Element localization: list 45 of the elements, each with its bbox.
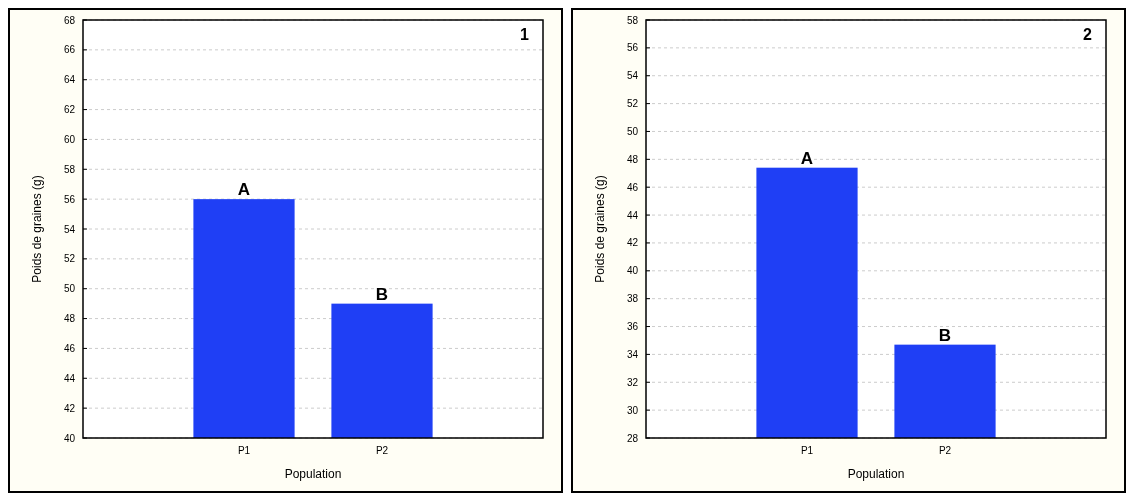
y-tick-label: 34 xyxy=(626,348,639,360)
y-tick-label: 52 xyxy=(63,253,76,265)
y-tick-label: 38 xyxy=(626,293,639,305)
y-tick-label: 32 xyxy=(626,376,639,388)
y-tick-label: 40 xyxy=(63,432,76,444)
y-tick-label: 64 xyxy=(63,74,76,86)
y-tick-label: 48 xyxy=(626,153,639,165)
y-tick-label: 50 xyxy=(63,283,76,295)
x-tick-label: P1 xyxy=(237,445,251,456)
y-tick-label: 40 xyxy=(626,265,639,277)
y-tick-label: 42 xyxy=(63,402,76,414)
y-tick-label: 54 xyxy=(63,223,76,235)
x-tick-label: P2 xyxy=(375,445,389,456)
y-axis-title: Poids de graines (g) xyxy=(593,175,607,283)
y-tick-label: 58 xyxy=(626,14,639,26)
x-tick-label: P2 xyxy=(938,445,952,456)
y-tick-label: 54 xyxy=(626,70,639,82)
y-tick-label: 36 xyxy=(626,321,639,333)
y-tick-label: 50 xyxy=(626,125,639,137)
annotation: B xyxy=(938,325,952,345)
y-tick-label: 62 xyxy=(63,104,76,116)
y-tick-label: 48 xyxy=(63,313,76,325)
annotation: A xyxy=(237,180,251,200)
y-axis-title: Poids de graines (g) xyxy=(30,175,44,283)
y-tick-label: 44 xyxy=(63,372,76,384)
x-axis-title: Population xyxy=(284,467,342,481)
y-tick-label: 30 xyxy=(626,404,639,416)
annotation: B xyxy=(375,284,389,304)
y-tick-label: 56 xyxy=(626,42,639,54)
y-tick-label: 56 xyxy=(63,193,76,205)
y-tick-label: 58 xyxy=(63,163,76,175)
y-tick-label: 42 xyxy=(626,237,639,249)
chart-title: 1 xyxy=(520,26,530,43)
y-tick-label: 28 xyxy=(626,432,639,444)
y-tick-label: 68 xyxy=(63,14,76,26)
y-tick-label: 46 xyxy=(626,181,639,193)
y-tick-label: 60 xyxy=(63,133,76,145)
y-tick-label: 44 xyxy=(626,209,639,221)
x-axis-title: Population xyxy=(847,467,905,481)
y-tick-label: 46 xyxy=(63,342,76,354)
y-tick-label: 52 xyxy=(626,98,639,110)
y-tick-label: 66 xyxy=(63,44,76,56)
annotation: A xyxy=(800,148,814,168)
chart-title: 2 xyxy=(1083,26,1093,43)
x-tick-label: P1 xyxy=(800,445,814,456)
